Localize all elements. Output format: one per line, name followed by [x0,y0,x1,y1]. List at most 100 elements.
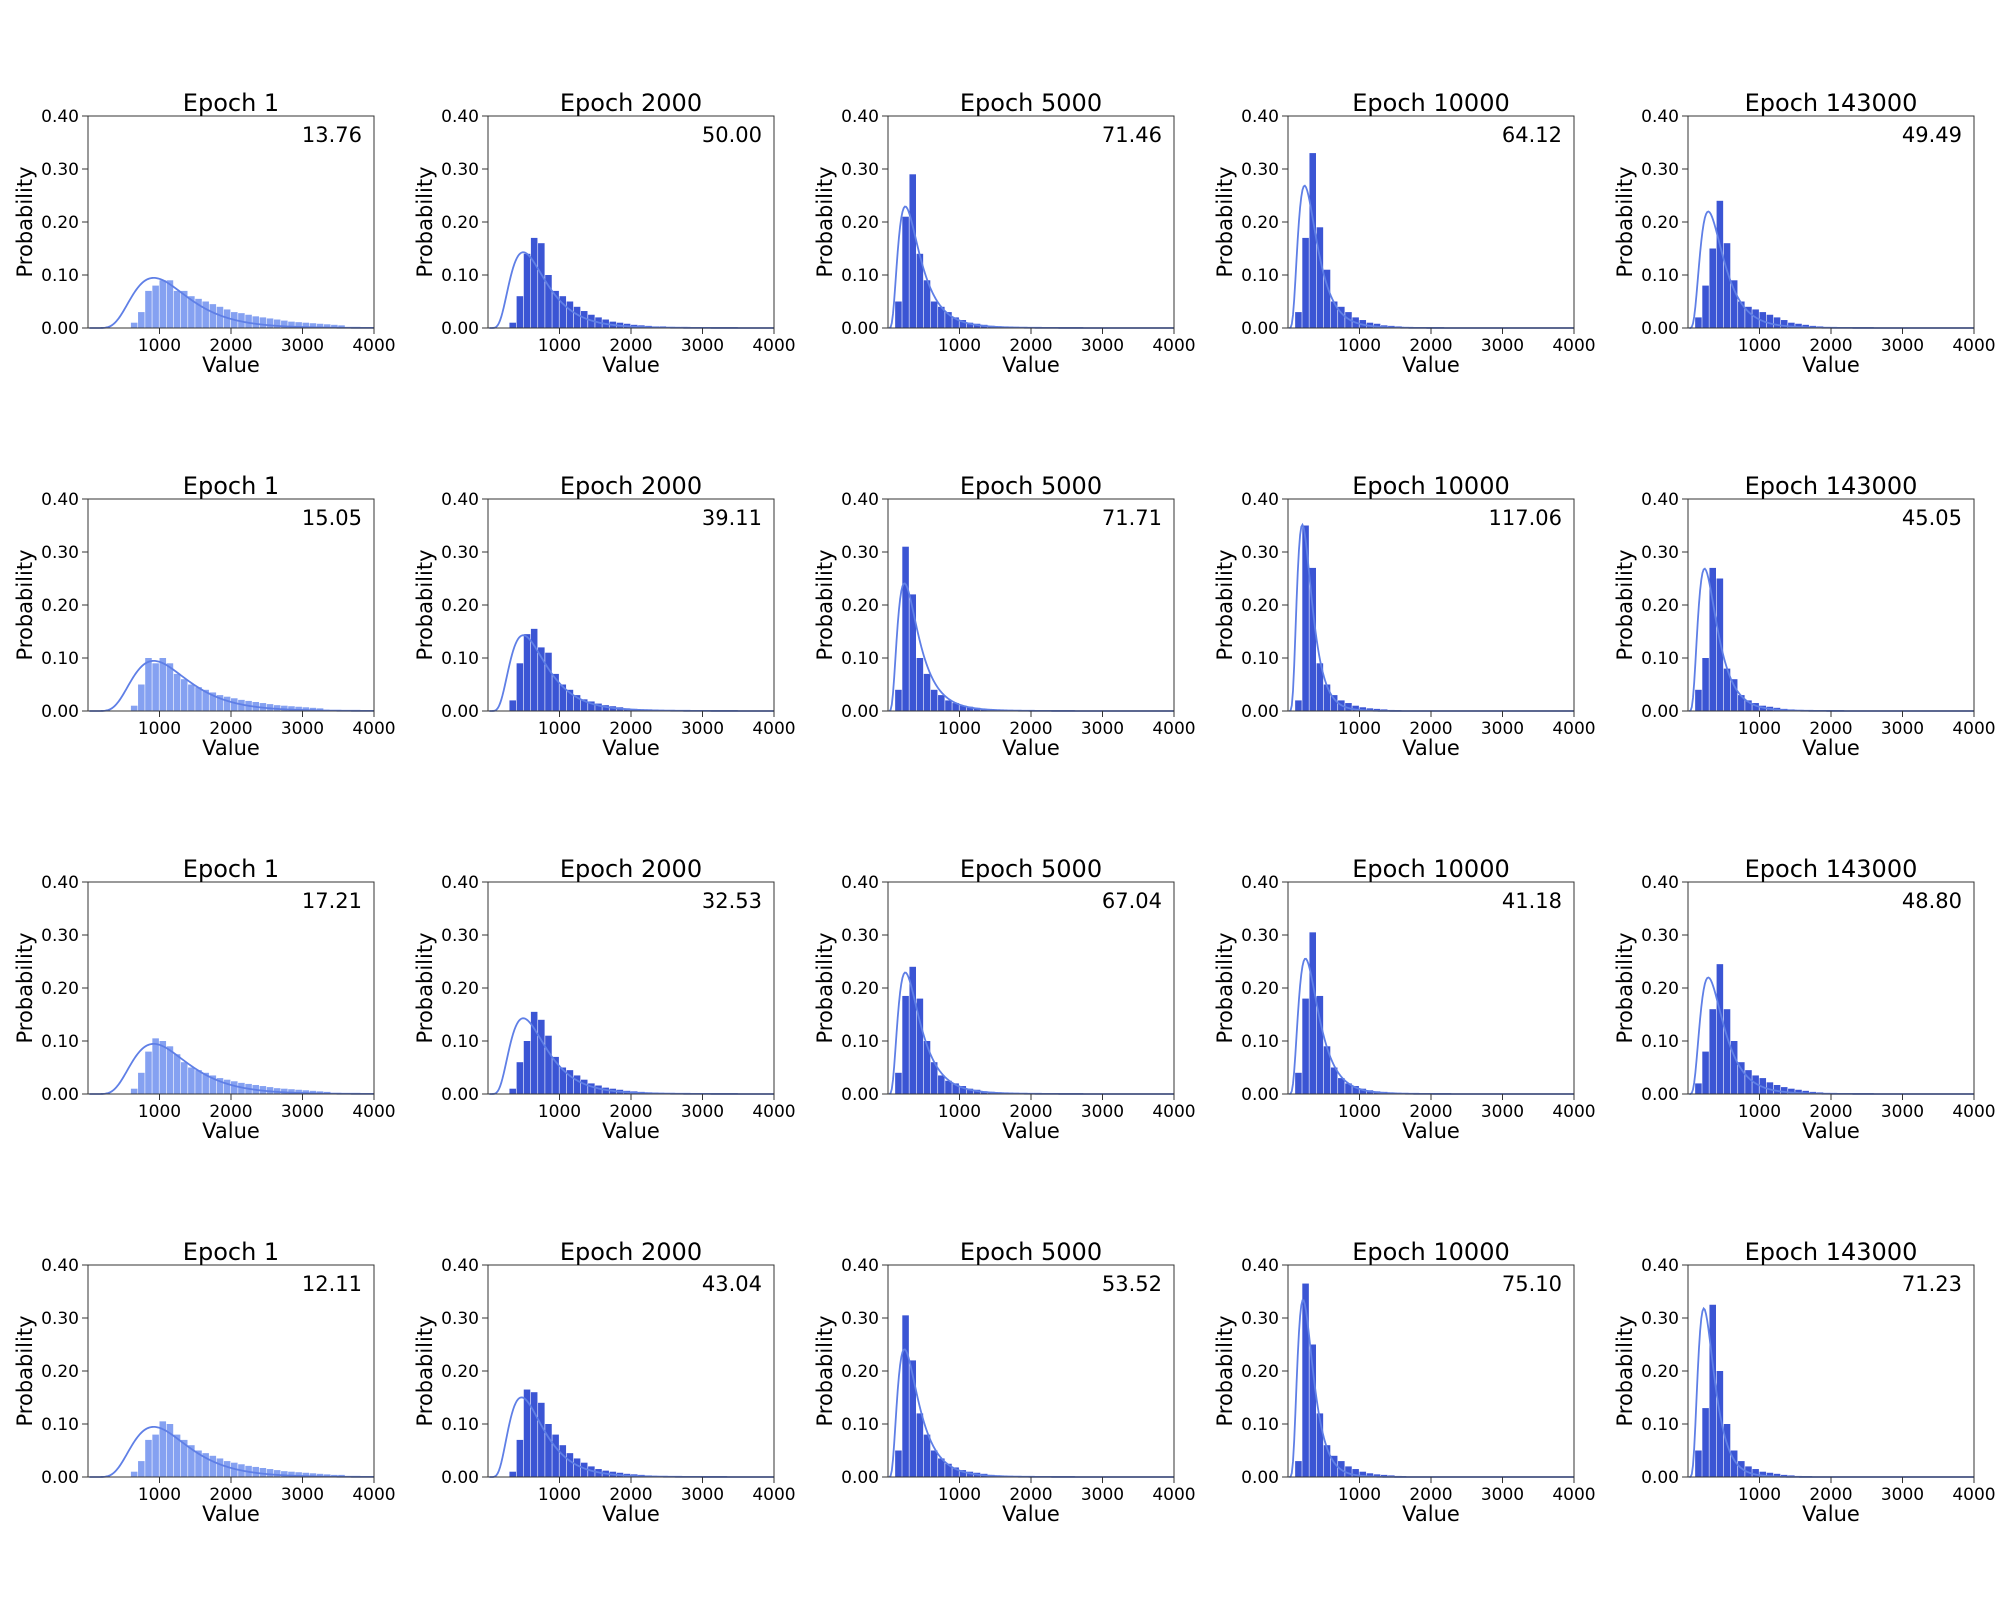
y-axis-label: Probability [1213,166,1237,277]
panel-title: Epoch 2000 [560,855,702,883]
y-tick-label: 0.00 [41,319,79,339]
x-tick-label: 2000 [209,1485,252,1505]
histogram-bar [216,695,224,711]
panel-r2-c4: 0.00 0.10 0.20 0.30 0.40 1000 2000 3000 4000 Epoc… [1213,472,1596,760]
x-tick-label: 4000 [352,336,395,356]
x-tick-label: 4000 [352,719,395,739]
histogram-bar [573,1075,581,1094]
panel-title: Epoch 1 [183,1238,279,1266]
histogram-bar [966,706,974,711]
histogram-bar [1795,1089,1802,1094]
histogram-bar [152,1038,159,1094]
panel-r4-c3: 0.00 0.10 0.20 0.30 0.40 1000 2000 3000 4000 Epoc… [813,1238,1196,1526]
y-axis-label: Probability [413,166,437,277]
histogram-bar [1359,1471,1367,1477]
panel-r1-c2: 0.00 0.10 0.20 0.30 0.40 1000 2000 3000 4000 Epoc… [413,89,796,377]
y-tick-label: 0.10 [41,266,79,286]
histogram-bar [180,290,188,328]
histogram-bar [180,1062,188,1094]
histogram-bars [1695,200,1831,328]
x-tick-label: 1000 [138,1485,181,1505]
panel-title: Epoch 1 [183,89,279,117]
histogram-bars [895,546,1002,711]
stat-annotation: 48.80 [1902,889,1962,913]
histogram-bar [959,1470,967,1477]
y-tick-label: 0.20 [1641,596,1679,616]
x-axis-label: Value [1402,353,1460,377]
histogram-bar [1359,1088,1367,1094]
histogram-bar [580,1079,588,1094]
histogram-bar [231,1462,238,1477]
y-axis-label: Probability [1613,166,1637,277]
histogram-bar [1752,309,1759,328]
histogram-bars [1695,1304,1802,1477]
panel-r2-c2: 0.00 0.10 0.20 0.30 0.40 1000 2000 3000 4000 Epoc… [413,472,796,760]
y-tick-label: 0.20 [1241,596,1279,616]
x-tick-label: 2000 [1009,1485,1052,1505]
histogram-bar [573,695,581,711]
histogram-bar [602,705,609,711]
y-tick-label: 0.10 [1241,266,1279,286]
x-tick-label: 3000 [1081,1102,1124,1122]
histogram-bar [909,174,916,328]
y-tick-label: 0.20 [41,1362,79,1382]
histogram-bar [588,701,595,711]
histogram-bar [959,705,967,711]
y-tick-label: 0.00 [1641,1468,1679,1488]
histogram-bar [1330,1067,1338,1094]
y-tick-label: 0.30 [1241,926,1279,946]
panel-r2-c1: 0.00 0.10 0.20 0.30 0.40 1000 2000 3000 4000 Epoc… [13,472,396,760]
x-tick-label: 4000 [1552,1102,1595,1122]
histogram-bar [238,1082,245,1094]
histogram-bar [938,695,945,711]
histogram-bar [295,322,302,328]
histogram-bar [302,1472,310,1477]
y-tick-label: 0.20 [1241,1362,1279,1382]
y-axis-label: Probability [1213,549,1237,660]
histogram-bar [938,306,945,328]
histogram-bar [209,692,217,711]
histogram-bar [945,1463,952,1477]
histogram-bar [516,663,524,711]
x-tick-label: 4000 [1152,1485,1195,1505]
histogram-bar [523,1041,531,1094]
x-axis-label: Value [1802,353,1860,377]
stat-annotation: 75.10 [1502,1272,1562,1296]
histogram-bar [966,1088,974,1094]
histogram-bar [1330,695,1338,711]
histogram-bar [1752,1469,1759,1477]
histogram-bars [895,174,1024,328]
x-axis-label: Value [202,736,260,760]
stat-annotation: 67.04 [1102,889,1162,913]
histogram-bar [166,1424,174,1477]
y-tick-label: 0.00 [841,1085,879,1105]
histogram-bar [281,1088,288,1094]
y-tick-label: 0.00 [441,702,479,722]
histogram-bar [152,285,159,328]
x-tick-label: 1000 [938,1485,981,1505]
histogram-bar [523,1389,531,1477]
histogram-bar [966,322,974,328]
histogram-bar [316,323,324,328]
histogram-bar [1302,1283,1309,1477]
histogram-bar [566,689,574,711]
histogram-bars [1695,964,1831,1094]
histogram-bar [966,1471,974,1477]
histogram-bar [223,696,231,711]
y-axis-label: Probability [413,932,437,1043]
histogram-bar [1773,1473,1781,1477]
histogram-bar [1309,153,1316,328]
stat-annotation: 49.49 [1902,123,1962,147]
histogram-bar [1345,703,1352,711]
y-tick-label: 0.40 [1641,490,1679,510]
histogram-bar [309,1473,317,1477]
histogram-bar [173,673,181,711]
x-tick-label: 2000 [1809,1485,1852,1505]
y-tick-label: 0.10 [41,1415,79,1435]
histogram-bar [1695,1083,1702,1094]
histogram-bar [1730,280,1738,328]
stat-annotation: 117.06 [1489,506,1562,530]
y-tick-label: 0.00 [841,702,879,722]
histogram-bar [952,317,959,328]
histogram-bar [188,1067,195,1094]
